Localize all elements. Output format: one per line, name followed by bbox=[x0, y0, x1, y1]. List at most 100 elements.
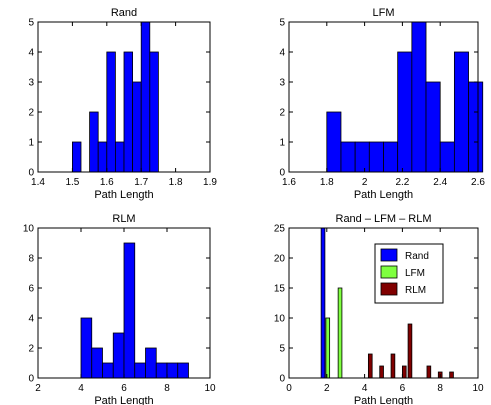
histogram-bar bbox=[97, 141, 108, 173]
histogram-bar bbox=[383, 141, 399, 173]
y-tick-label: 10 bbox=[274, 314, 286, 325]
y-tick-label: 2 bbox=[279, 108, 285, 119]
x-tick-label: 2 bbox=[362, 177, 368, 188]
histogram-bar bbox=[123, 51, 134, 173]
x-tick-label: 2 bbox=[35, 383, 41, 394]
histogram-bar bbox=[102, 362, 114, 379]
legend-label: Rand bbox=[405, 251, 429, 262]
histogram-bar bbox=[411, 21, 427, 173]
legend: Rand LFM RLM bbox=[374, 243, 444, 304]
x-axis-label: Path Length bbox=[94, 189, 153, 201]
x-tick-label: 4 bbox=[362, 383, 368, 394]
y-tick-label: 3 bbox=[28, 78, 34, 89]
y-tick-label: 8 bbox=[28, 254, 34, 265]
histogram-bar bbox=[439, 141, 455, 173]
histogram-bar bbox=[106, 51, 116, 173]
y-tick-label: 0 bbox=[28, 374, 34, 385]
x-tick-label: 1.9 bbox=[203, 177, 217, 188]
x-tick-label: 4 bbox=[78, 383, 84, 394]
histogram-bar bbox=[320, 227, 326, 379]
histogram-bar bbox=[72, 141, 82, 173]
histogram-bar bbox=[132, 81, 142, 173]
histogram-bar bbox=[112, 332, 125, 379]
histogram-bar bbox=[401, 365, 407, 379]
x-tick-label: 2.4 bbox=[433, 177, 447, 188]
x-tick-label: 2 bbox=[324, 383, 330, 394]
legend-swatch bbox=[380, 265, 398, 279]
legend-swatch bbox=[380, 248, 398, 262]
chart-title: RLM bbox=[112, 213, 135, 225]
x-axis-label: Path Length bbox=[354, 395, 413, 405]
x-tick-label: 10 bbox=[204, 383, 216, 394]
histogram-bar bbox=[177, 362, 189, 379]
x-tick-label: 1.6 bbox=[100, 177, 114, 188]
y-tick-label: 4 bbox=[28, 314, 34, 325]
axes-frame bbox=[37, 21, 211, 173]
histogram-bar bbox=[390, 353, 396, 379]
histogram-bar bbox=[326, 111, 342, 173]
histogram-bar bbox=[145, 347, 157, 379]
histogram-bar bbox=[453, 51, 469, 173]
y-tick-label: 4 bbox=[28, 48, 34, 59]
y-tick-label: 25 bbox=[274, 224, 286, 235]
y-tick-label: 5 bbox=[279, 344, 285, 355]
x-axis-label: Path Length bbox=[94, 395, 153, 405]
y-tick-label: 15 bbox=[274, 284, 286, 295]
histogram-bar bbox=[89, 111, 99, 173]
histogram-bar bbox=[449, 371, 454, 379]
axes-frame bbox=[288, 227, 479, 379]
x-tick-label: 10 bbox=[472, 383, 484, 394]
x-tick-label: 1.6 bbox=[282, 177, 296, 188]
x-tick-label: 0 bbox=[286, 383, 292, 394]
histogram-bar bbox=[134, 362, 146, 379]
histogram-bar bbox=[80, 317, 93, 379]
x-tick-label: 8 bbox=[437, 383, 443, 394]
y-tick-label: 0 bbox=[28, 168, 34, 179]
subplot-2: 1.6 1.8 2 2.2 2.4 2.6 0 1 2 3 4 5 LFM Path Length bbox=[279, 7, 485, 201]
x-tick-label: 1.7 bbox=[134, 177, 148, 188]
subplot-1: 1.4 1.5 1.6 1.7 1.8 1.9 0 1 2 3 4 5 Rand Path Length bbox=[28, 7, 217, 201]
y-tick-label: 5 bbox=[279, 18, 285, 29]
y-tick-label: 6 bbox=[28, 284, 34, 295]
legend-label: LFM bbox=[405, 268, 425, 279]
y-tick-label: 3 bbox=[279, 78, 285, 89]
histogram-bar bbox=[367, 353, 373, 379]
histogram-bar bbox=[337, 287, 343, 379]
histogram-bar bbox=[149, 51, 159, 173]
x-tick-label: 1.8 bbox=[320, 177, 334, 188]
histogram-bar bbox=[426, 365, 432, 379]
histogram-bar bbox=[368, 141, 384, 173]
y-tick-label: 1 bbox=[28, 138, 34, 149]
x-tick-label: 1.8 bbox=[169, 177, 183, 188]
x-tick-label: 2.6 bbox=[471, 177, 485, 188]
x-tick-label: 8 bbox=[164, 383, 170, 394]
y-tick-label: 4 bbox=[279, 48, 285, 59]
x-tick-label: 2.2 bbox=[395, 177, 409, 188]
y-tick-label: 0 bbox=[279, 168, 285, 179]
histogram-bar bbox=[166, 362, 179, 379]
x-tick-label: 6 bbox=[121, 383, 127, 394]
histogram-bar bbox=[155, 362, 168, 379]
histogram-bar bbox=[91, 347, 103, 379]
histogram-bar bbox=[379, 365, 384, 379]
histogram-bar bbox=[425, 81, 441, 173]
histogram-bar bbox=[340, 141, 356, 173]
y-tick-label: 10 bbox=[23, 224, 35, 235]
chart-title: Rand – LFM – RLM bbox=[336, 213, 432, 225]
histogram-bar bbox=[325, 317, 331, 379]
histogram-bar bbox=[397, 51, 413, 173]
x-tick-label: 1.4 bbox=[31, 177, 45, 188]
histogram-bar bbox=[123, 242, 136, 379]
y-tick-label: 0 bbox=[279, 374, 285, 385]
subplot-4: 0 2 4 6 8 10 0 5 10 15 20 25 Rand – LFM – RLM Path Le… bbox=[274, 213, 484, 405]
y-tick-label: 20 bbox=[274, 254, 286, 265]
legend-label: RLM bbox=[405, 285, 426, 296]
x-axis-label: Path Length bbox=[354, 189, 413, 201]
histogram-bar bbox=[140, 21, 151, 173]
y-tick-label: 1 bbox=[279, 138, 285, 149]
y-tick-label: 2 bbox=[28, 108, 34, 119]
histogram-bar bbox=[407, 323, 413, 379]
x-tick-label: 1.5 bbox=[65, 177, 79, 188]
